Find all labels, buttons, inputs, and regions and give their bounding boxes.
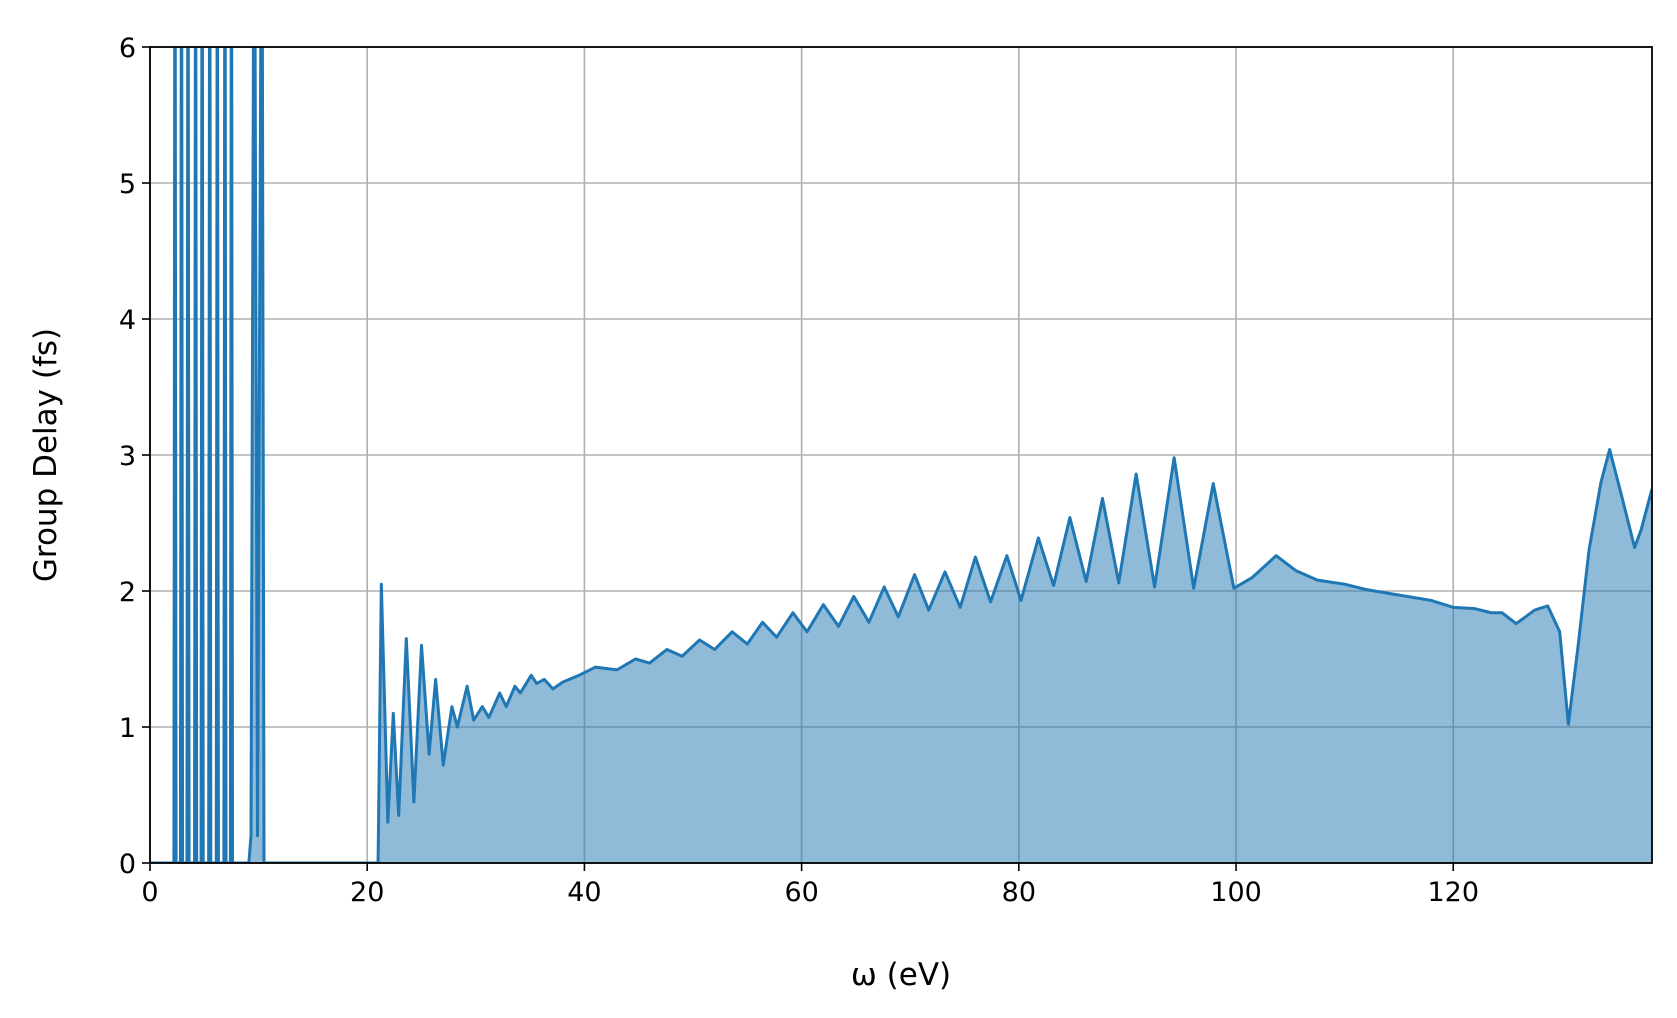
x-tick-label: 0 [141,877,158,908]
x-tick-label: 100 [1210,877,1262,908]
ticks: 0 20 40 60 80 100 120 0 1 2 3 4 5 6 [119,33,1479,908]
x-tick-label: 60 [784,877,818,908]
y-tick-label: 4 [119,305,136,336]
y-tick-label: 0 [119,849,136,880]
y-axis-label: Group Delay (fs) [28,328,64,582]
area-fill [150,47,1652,863]
x-tick-label: 20 [350,877,384,908]
y-tick-label: 6 [119,33,136,64]
plot-area [150,47,1652,863]
x-tick-label: 40 [567,877,601,908]
y-tick-label: 2 [119,577,136,608]
x-axis-label: ω (eV) [851,957,951,993]
x-tick-label: 120 [1427,877,1479,908]
x-tick-label: 80 [1002,877,1036,908]
y-tick-label: 1 [119,713,136,744]
y-tick-label: 5 [119,169,136,200]
line [150,47,1652,863]
y-tick-label: 3 [119,441,136,472]
